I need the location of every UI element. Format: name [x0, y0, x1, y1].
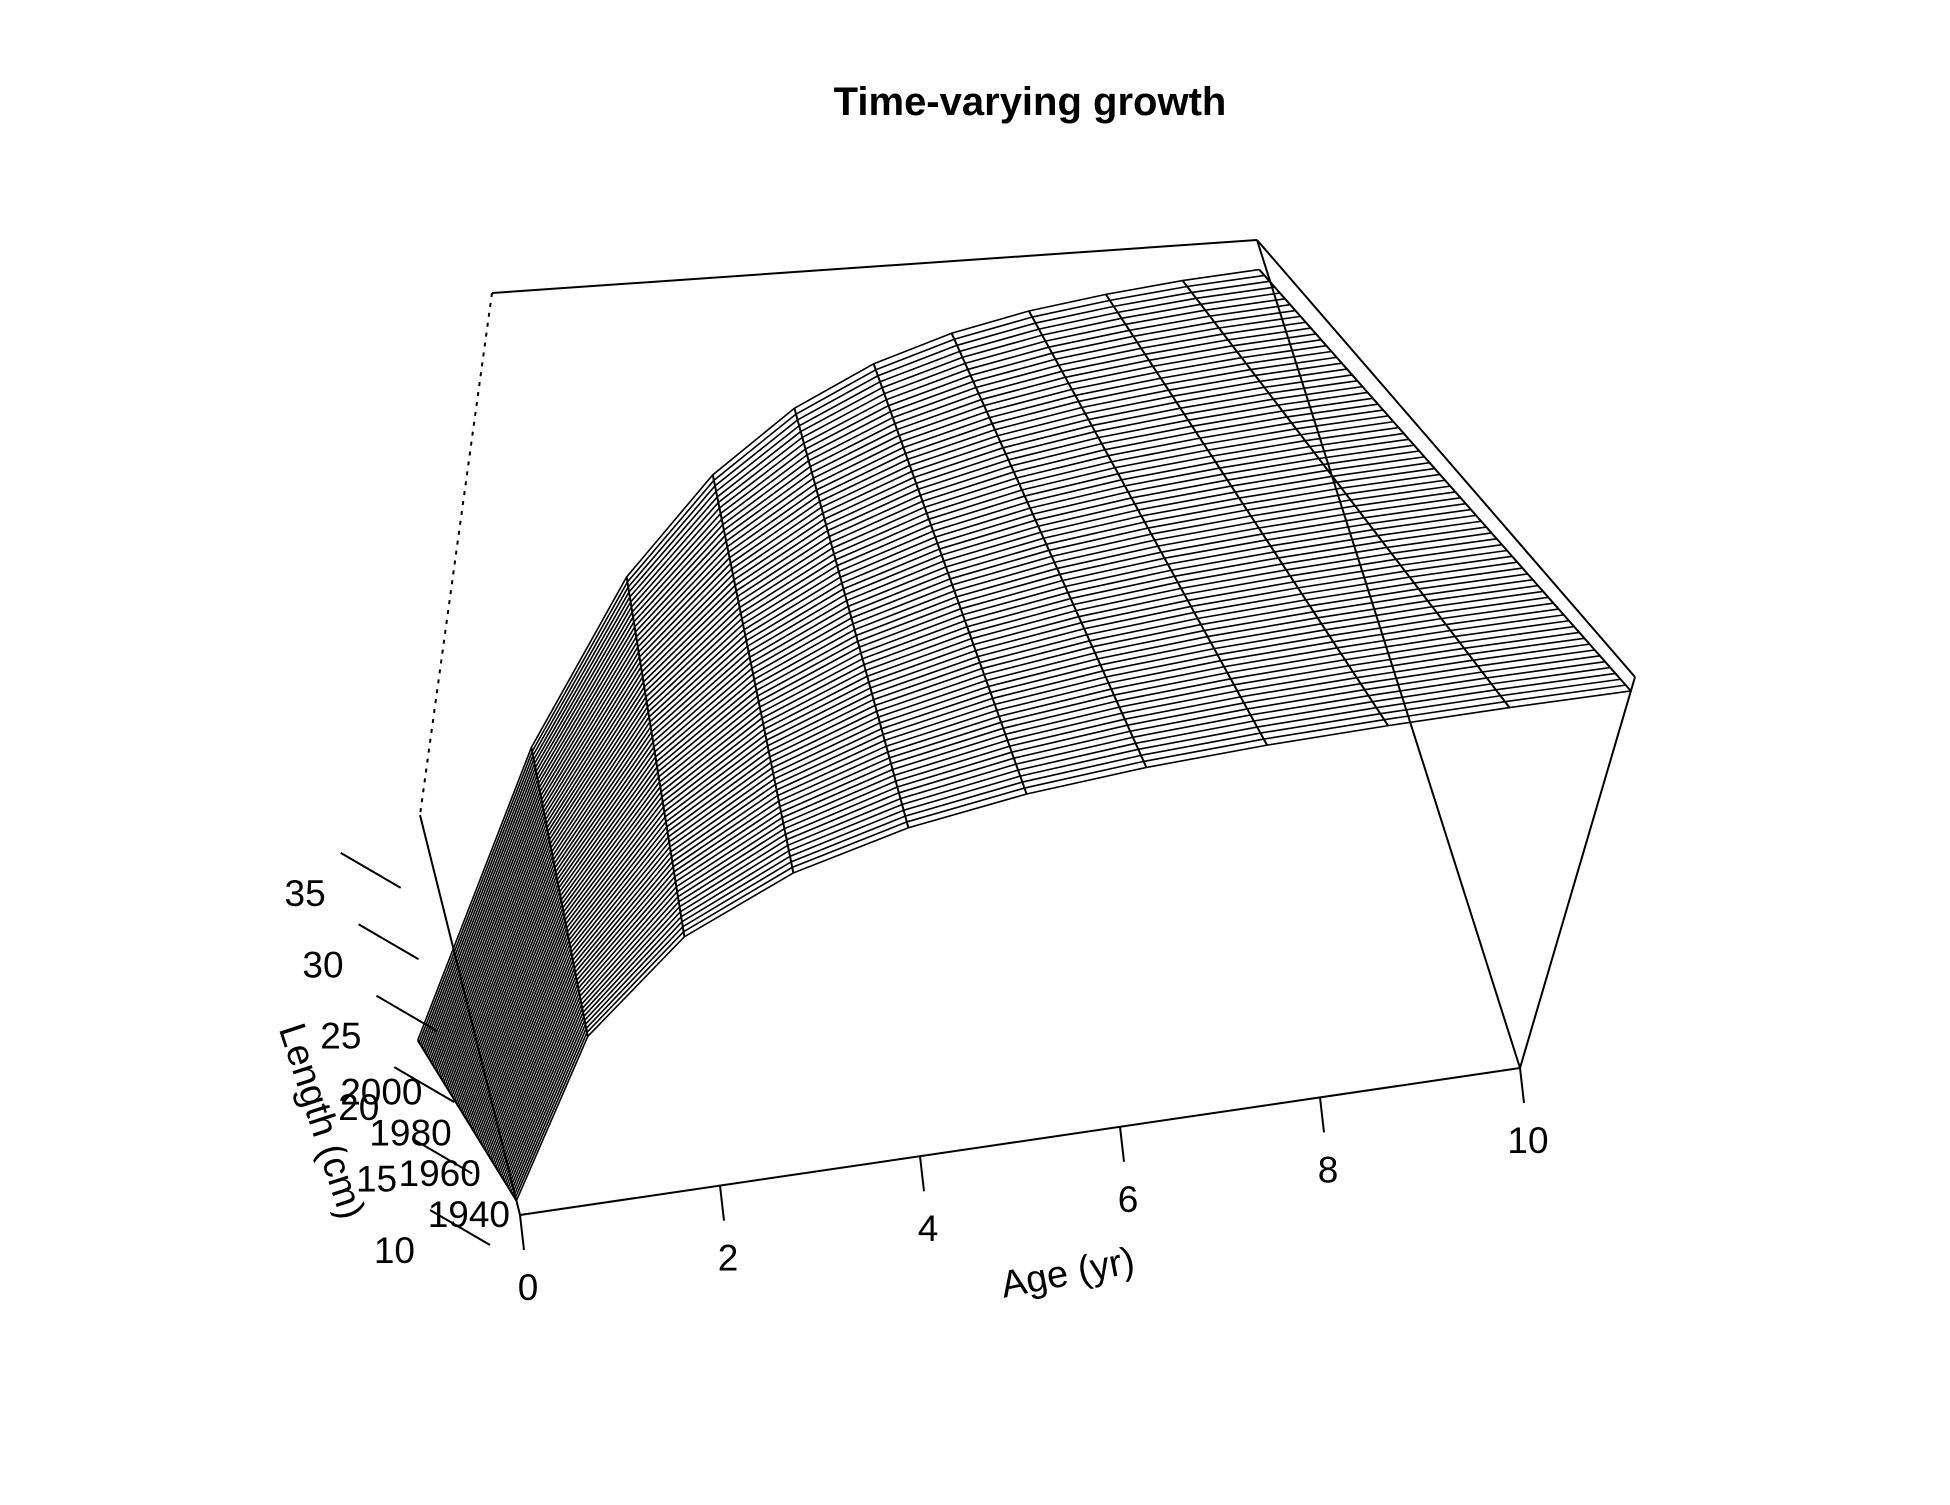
surface-age-line — [872, 363, 1028, 795]
surface-year-line — [467, 485, 1451, 1124]
z-tick-mark — [358, 923, 420, 961]
box-edge-top-back — [491, 239, 1258, 294]
z-tick-label: 35 — [285, 873, 326, 914]
y-tick-label: 1940 — [428, 1194, 510, 1235]
surface-age-line — [1181, 279, 1511, 709]
surface-year-line — [448, 403, 1379, 1092]
z-tick-mark — [411, 1137, 473, 1175]
z-tick-label: 20 — [338, 1087, 379, 1128]
surface-age-line — [625, 576, 686, 937]
surface-age-line — [416, 1039, 518, 1202]
surface-age-line — [950, 332, 1148, 768]
box-edge-front-right — [1519, 676, 1636, 1069]
x-tick-label: 10 — [1507, 1120, 1548, 1161]
x-tick-mark — [719, 1185, 725, 1221]
x-tick-label: 6 — [1118, 1179, 1139, 1220]
x-axis-label: Age (yr) — [997, 1240, 1138, 1307]
chart-title: Time-varying growth — [834, 80, 1227, 124]
surface-year-line — [466, 479, 1446, 1121]
surface-age-line — [1028, 310, 1268, 746]
y-tick-label: 1980 — [369, 1112, 451, 1153]
surface-year-line — [443, 379, 1358, 1083]
y-tick-label: 1960 — [399, 1153, 481, 1194]
x-tick-label: 2 — [718, 1238, 739, 1279]
surface-age-line — [793, 408, 910, 829]
box-edge-bottom-front — [519, 1067, 1521, 1216]
x-tick-mark — [1119, 1126, 1125, 1162]
z-tick-label: 15 — [356, 1159, 397, 1200]
surface-year-line — [474, 514, 1477, 1135]
surface-age-line — [711, 474, 795, 874]
z-tick-label: 10 — [374, 1230, 415, 1271]
x-tick-mark — [519, 1214, 525, 1251]
y-tick-label: 2000 — [340, 1072, 422, 1113]
x-tick-label: 4 — [918, 1208, 939, 1249]
surface-year-line — [477, 526, 1487, 1139]
z-tick-label: 30 — [302, 944, 343, 985]
surface-year-line — [514, 684, 1626, 1199]
z-tick-label: 25 — [320, 1016, 361, 1057]
box-edge-top-right — [1256, 239, 1636, 678]
surface-year-line — [449, 409, 1384, 1095]
x-tick-mark — [1519, 1067, 1525, 1104]
x-tick-mark — [1319, 1097, 1325, 1133]
surface-age-line — [530, 747, 589, 1037]
surface-year-line — [512, 678, 1621, 1197]
x-tick-label: 0 — [518, 1267, 539, 1308]
box-edge-right-diagonal — [1256, 239, 1521, 1069]
surface-year-line — [492, 590, 1544, 1164]
surface-year-line — [423, 298, 1286, 1052]
box-front-edges — [519, 239, 1636, 1216]
surface-year-line — [444, 385, 1363, 1086]
surface-year-line — [499, 619, 1570, 1175]
surface-year-line — [497, 614, 1564, 1173]
z-tick-mark — [393, 1066, 455, 1104]
surface-year-line — [429, 321, 1306, 1061]
surface-mesh — [416, 268, 1632, 1202]
box-edge-top-left — [419, 292, 493, 816]
surface-age-line — [1105, 293, 1389, 727]
surface-year-line — [493, 596, 1549, 1166]
x-tick-mark — [919, 1156, 925, 1192]
z-tick-mark — [375, 994, 437, 1032]
z-tick-mark — [429, 1209, 491, 1246]
surface-age-line — [1258, 268, 1632, 692]
surface-year-line — [511, 672, 1616, 1195]
x-tick-label: 8 — [1318, 1149, 1339, 1190]
z-tick-mark — [340, 851, 402, 889]
